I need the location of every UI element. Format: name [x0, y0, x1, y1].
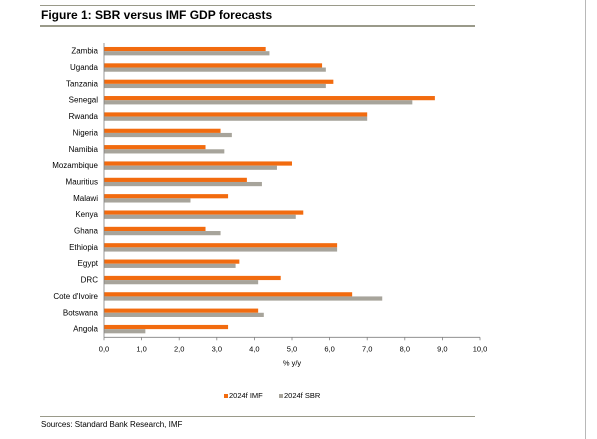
- bar-sbr: [104, 329, 146, 334]
- bar-sbr: [104, 100, 413, 105]
- category-label: Namibia: [69, 145, 99, 154]
- x-tick-label: 2,0: [174, 344, 184, 353]
- bar-sbr: [104, 149, 225, 154]
- legend-swatch-sbr: [279, 394, 283, 398]
- bar-imf: [104, 210, 304, 215]
- top-rule: [40, 5, 475, 6]
- bar-imf: [104, 292, 353, 297]
- bar-sbr: [104, 214, 296, 219]
- category-label: Kenya: [75, 210, 98, 219]
- bar-imf: [104, 161, 292, 166]
- category-label: Mauritius: [66, 177, 98, 186]
- category-label: Botswana: [63, 308, 99, 317]
- x-tick-label: 9,0: [437, 344, 447, 353]
- category-label: Cote d'Ivoire: [53, 292, 98, 301]
- x-axis-title: % y/y: [283, 358, 302, 367]
- bar-sbr: [104, 83, 326, 89]
- bar-imf: [104, 259, 240, 264]
- x-tick-label: 1,0: [136, 344, 146, 353]
- page-edge-line: [585, 0, 586, 439]
- category-labels: Zambia Uganda Tanzania Senegal Rwanda Nigeria…: [52, 47, 99, 334]
- x-ticks: 0,0 1,0 2,0 3,0 4,0 5,0 6,0 7,0 8,0 9,0 10,0: [99, 337, 488, 353]
- category-label: Zambia: [71, 47, 98, 56]
- bar-sbr: [104, 312, 264, 317]
- bar-sbr: [104, 247, 338, 252]
- bar-imf: [104, 275, 281, 281]
- bar-sbr: [104, 263, 236, 268]
- category-label: Tanzania: [66, 79, 99, 88]
- x-tick-label: 0,0: [99, 344, 109, 353]
- bar-sbr: [104, 296, 383, 301]
- x-tick-label: 8,0: [400, 344, 410, 353]
- figure-title: Figure 1: SBR versus IMF GDP forecasts: [41, 8, 273, 22]
- bar-sbr: [104, 51, 270, 56]
- bar-sbr: [104, 231, 221, 236]
- bar-sbr: [104, 67, 326, 72]
- x-tick-label: 4,0: [249, 344, 259, 353]
- x-tick-label: 7,0: [362, 344, 372, 353]
- bar-imf: [104, 177, 247, 182]
- bar-imf: [104, 226, 206, 232]
- bar-imf: [104, 96, 435, 101]
- bar-sbr: [104, 181, 262, 187]
- bar-imf: [104, 112, 368, 117]
- bars-group: [104, 46, 435, 334]
- category-label: Ghana: [74, 227, 99, 236]
- x-tick-label: 10,0: [473, 344, 488, 353]
- bar-sbr: [104, 116, 368, 121]
- category-label: Angola: [73, 325, 98, 334]
- bar-sbr: [104, 132, 232, 138]
- legend-label-sbr: 2024f SBR: [284, 391, 321, 400]
- x-tick-label: 5,0: [287, 344, 297, 353]
- bar-imf: [104, 194, 229, 199]
- bar-imf: [104, 63, 323, 68]
- category-label: Malawi: [73, 194, 98, 203]
- bar-imf: [104, 324, 229, 330]
- bar-imf: [104, 128, 221, 133]
- category-label: DRC: [81, 276, 99, 285]
- bar-sbr: [104, 165, 277, 170]
- category-label: Rwanda: [69, 112, 99, 121]
- bar-imf: [104, 79, 334, 84]
- bar-sbr: [104, 198, 191, 203]
- x-tick-label: 6,0: [324, 344, 334, 353]
- category-label: Nigeria: [73, 128, 99, 137]
- bar-imf: [104, 46, 266, 52]
- title-rule: [40, 25, 475, 27]
- category-label: Egypt: [78, 259, 99, 268]
- bar-sbr: [104, 280, 259, 285]
- bar-imf: [104, 145, 206, 150]
- category-label: Senegal: [69, 96, 99, 105]
- legend-swatch-imf: [224, 394, 228, 398]
- source-note: Sources: Standard Bank Research, IMF: [41, 420, 183, 429]
- legend-label-imf: 2024f IMF: [229, 391, 263, 400]
- bottom-rule: [40, 416, 475, 417]
- bar-imf: [104, 308, 259, 313]
- bar-imf: [104, 243, 338, 248]
- category-label: Mozambique: [52, 161, 98, 170]
- x-tick-label: 3,0: [212, 344, 222, 353]
- category-label: Ethiopia: [69, 243, 98, 252]
- legend: 2024f IMF 2024f SBR: [224, 391, 321, 400]
- category-label: Uganda: [70, 63, 99, 72]
